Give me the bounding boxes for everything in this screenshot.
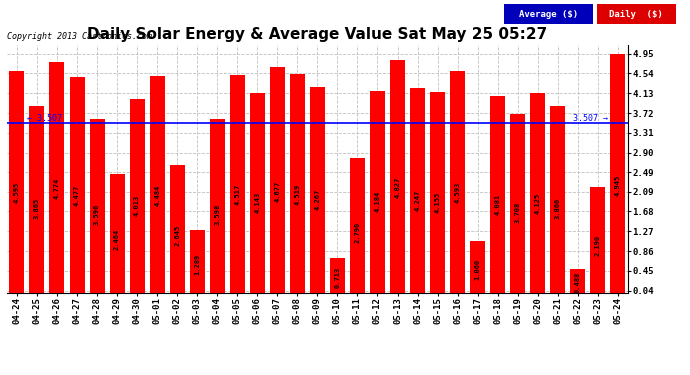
Text: 4.143: 4.143 [255,192,260,213]
Text: 3.860: 3.860 [555,198,561,219]
Text: Daily  ($): Daily ($) [609,10,663,19]
Bar [370,91,385,292]
Bar [130,99,145,292]
Text: 0.713: 0.713 [335,266,340,288]
Text: 2.645: 2.645 [174,225,180,246]
Text: 0.488: 0.488 [575,271,581,292]
Text: ← 3.507: ← 3.507 [27,114,62,123]
Text: 4.267: 4.267 [315,189,320,210]
Text: 4.477: 4.477 [74,184,80,206]
Text: 4.593: 4.593 [455,182,461,203]
Text: 4.081: 4.081 [495,193,501,214]
Text: 3.708: 3.708 [515,201,521,223]
Bar [290,75,305,292]
Text: 4.155: 4.155 [435,192,441,213]
Bar [10,71,24,292]
Title: Daily Solar Energy & Average Value Sat May 25 05:27: Daily Solar Energy & Average Value Sat M… [87,27,548,42]
Bar [310,87,325,292]
Bar [150,76,165,292]
Text: 4.013: 4.013 [134,195,140,216]
Bar [410,88,425,292]
Text: 1.060: 1.060 [475,259,481,280]
Text: 2.790: 2.790 [355,221,360,243]
Bar [270,67,285,292]
Text: 3.596: 3.596 [94,204,100,225]
Bar [591,187,605,292]
Bar [390,60,405,292]
Text: 4.484: 4.484 [154,184,160,206]
Bar [470,242,485,292]
Bar [230,75,245,292]
Bar [30,106,44,292]
Bar [430,92,445,292]
Bar [210,119,225,292]
Text: 4.677: 4.677 [275,180,280,202]
Text: 4.184: 4.184 [375,191,380,212]
Text: 4.945: 4.945 [615,174,621,196]
Bar [490,96,505,292]
Text: 4.519: 4.519 [295,184,300,205]
Text: 3.865: 3.865 [34,198,40,219]
Text: Average ($): Average ($) [519,10,578,19]
Bar [510,114,525,292]
Bar [551,106,565,292]
Text: 4.247: 4.247 [415,190,421,211]
Bar [170,165,185,292]
Text: 2.190: 2.190 [595,234,601,256]
Bar [611,54,625,292]
Bar [250,93,265,292]
Text: 4.827: 4.827 [395,177,400,198]
Bar [330,258,345,292]
Bar [50,62,64,292]
Text: 4.517: 4.517 [235,184,240,205]
Bar [70,76,85,292]
Text: 4.595: 4.595 [14,182,20,203]
Bar [350,158,365,292]
Bar [190,230,205,292]
Text: 3.507 →: 3.507 → [573,114,608,123]
Bar [110,174,125,292]
Bar [571,269,585,292]
Bar [530,93,545,292]
Text: Copyright 2013 Cartronics.com: Copyright 2013 Cartronics.com [7,32,152,41]
Bar [90,119,105,292]
Text: 1.289: 1.289 [194,254,200,275]
Text: 4.774: 4.774 [54,178,60,200]
Text: 3.598: 3.598 [214,204,220,225]
Bar [450,71,465,292]
Text: 2.464: 2.464 [114,228,120,250]
Text: 4.125: 4.125 [535,192,541,214]
